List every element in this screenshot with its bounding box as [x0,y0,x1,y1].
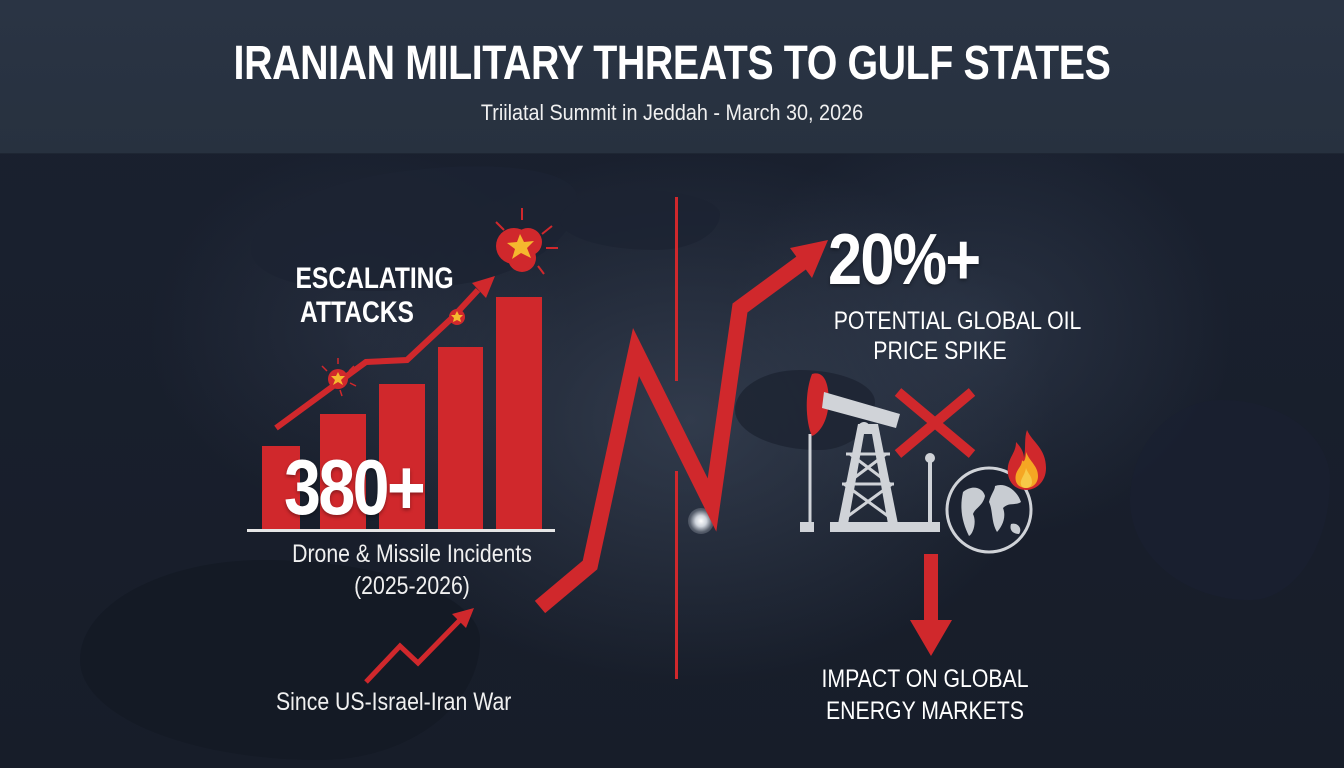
globe-icon [945,466,1033,554]
chart-bar [379,384,425,530]
explosion-icon [495,208,558,275]
oil-price-stat: 20%+ [828,220,981,300]
impact-label-line2: ENERGY MARKETS [826,697,1024,725]
header-band: IRANIAN MILITARY THREATS TO GULF STATES … [0,0,1344,154]
oil-price-label: POTENTIAL GLOBAL OIL PRICE SPIKE [815,306,1082,366]
map-landmass [1130,400,1330,600]
divider-line-top [675,197,678,381]
heading-line2: ATTACKS [300,296,414,329]
page-subtitle: Triilatal Summit in Jeddah - March 30, 2… [480,100,864,125]
page-title: IRANIAN MILITARY THREATS TO GULF STATES [233,37,1111,90]
explosion-icon [449,309,465,325]
impact-label: IMPACT ON GLOBAL ENERGY MARKETS [800,663,1050,727]
chart-bar [320,414,366,530]
incidents-period: (2025-2026) [354,572,470,600]
fire-icon [1007,430,1046,490]
escalating-heading: ESCALATING ATTACKS [282,262,454,330]
x-mark-icon [894,388,976,458]
down-arrow-icon [910,554,952,656]
chart-bar [262,446,300,530]
oil-price-label-line1: POTENTIAL GLOBAL OIL [833,307,1082,335]
oil-pump-icon [800,373,940,532]
impact-label-line1: IMPACT ON GLOBAL [821,665,1029,693]
chart-bar [438,347,483,530]
footnote: Since US-Israel-Iran War [276,688,512,716]
explosion-icon [321,358,357,397]
oil-price-label-line2: PRICE SPIKE [873,337,1007,365]
incidents-label: Drone & Missile Incidents (2025-2026) [262,538,562,602]
chart-bar [496,297,542,530]
map-landmass [560,190,720,250]
incidents-stat: 380+ [284,443,426,531]
divider-line-bottom [675,471,678,679]
incidents-label-text: Drone & Missile Incidents [292,540,532,568]
chart-baseline [247,529,555,532]
